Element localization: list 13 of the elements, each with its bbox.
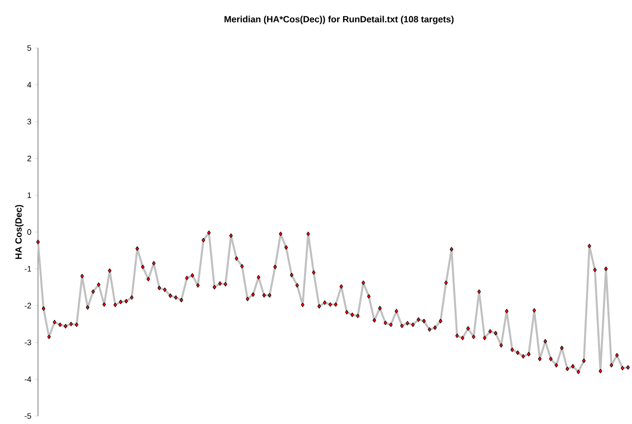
y-tick-label: -3: [24, 340, 32, 346]
y-tick-label: 0: [27, 229, 32, 235]
y-tick-label: 2: [27, 156, 32, 162]
y-tick-label: 1: [28, 192, 32, 198]
chart-title: Meridian (HA*Cos(Dec)) for RunDetail.txt (108 targets): [224, 16, 454, 24]
y-tick-label: -4: [24, 376, 32, 382]
y-tick-label: -5: [24, 413, 32, 419]
y-tick-label: 4: [27, 82, 32, 88]
y-tick-label: 5: [27, 45, 32, 51]
y-tick-label: -2: [24, 302, 32, 308]
y-axis-title: HA Cos(Dec): [15, 204, 24, 259]
y-tick-label: -1: [24, 266, 32, 272]
y-tick-label: 3: [27, 118, 32, 124]
